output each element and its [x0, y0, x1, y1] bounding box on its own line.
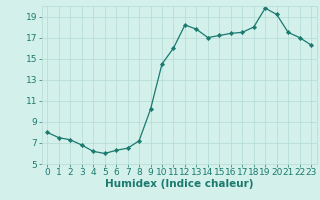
X-axis label: Humidex (Indice chaleur): Humidex (Indice chaleur) — [105, 179, 253, 189]
